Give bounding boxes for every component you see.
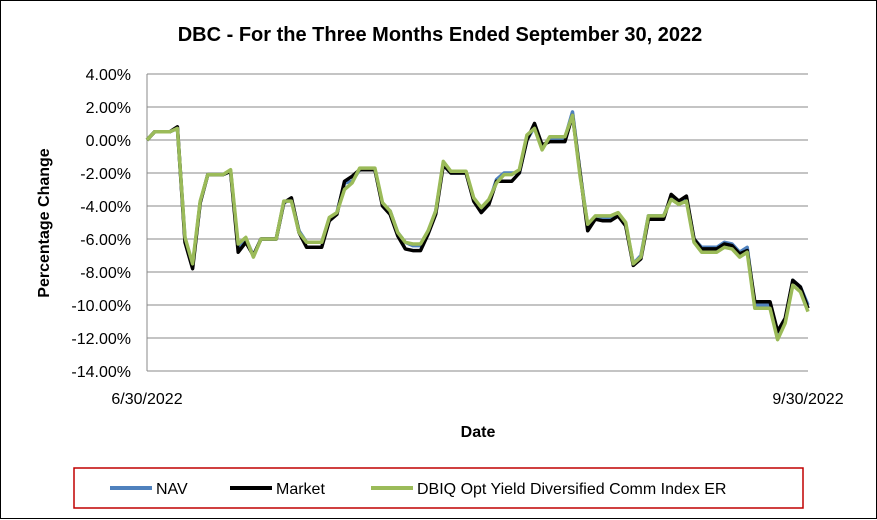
- x-axis-title: Date: [461, 424, 496, 441]
- grid-lines: [147, 73, 808, 372]
- y-tick-label: -8.00%: [80, 265, 131, 282]
- series-line-dbiq-opt-yield-diversified-comm-index-er: [145, 113, 810, 342]
- legend-label-nav: NAV: [156, 481, 188, 498]
- y-axis-ticks: 4.00% 2.00% 0.00% -2.00% -4.00% -6.00% -8.00% -…: [71, 67, 131, 381]
- y-tick-label: -12.00%: [71, 331, 131, 348]
- series-line-nav: [145, 110, 810, 337]
- series-line-market: [145, 113, 810, 334]
- legend-label-index: DBIQ Opt Yield Diversified Comm Index ER: [417, 481, 726, 498]
- series-lines: [145, 110, 810, 342]
- y-tick-label: -4.00%: [80, 199, 131, 216]
- legend-label-market: Market: [276, 481, 325, 498]
- y-tick-label: 2.00%: [86, 100, 131, 117]
- y-tick-label: 4.00%: [86, 67, 131, 84]
- y-tick-label: 0.00%: [86, 133, 131, 150]
- x-tick-label-end: 9/30/2022: [772, 391, 843, 408]
- y-tick-label: -14.00%: [71, 364, 131, 381]
- y-tick-label: -10.00%: [71, 298, 131, 315]
- y-tick-label: -2.00%: [80, 166, 131, 183]
- legend-box: [73, 467, 804, 509]
- y-tick-label: -6.00%: [80, 232, 131, 249]
- chart-title: DBC - For the Three Months Ended Septemb…: [178, 24, 703, 46]
- y-axis-title: Percentage Change: [36, 148, 53, 297]
- x-tick-label-start: 6/30/2022: [111, 391, 182, 408]
- legend: NAV Market DBIQ Opt Yield Diversified Co…: [73, 467, 804, 509]
